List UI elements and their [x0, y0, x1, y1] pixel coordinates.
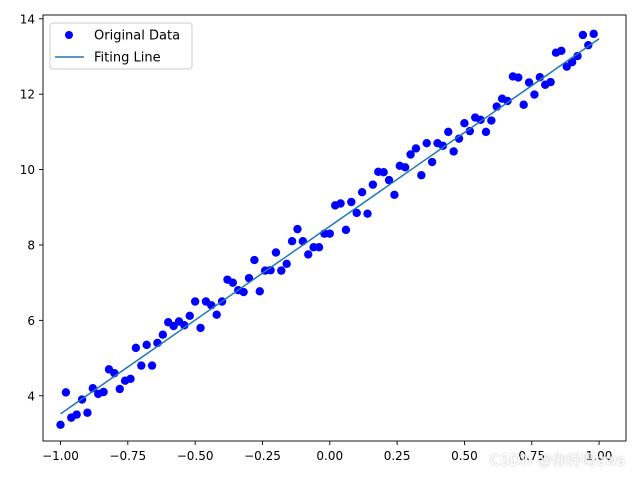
data-point	[142, 340, 151, 350]
data-point	[277, 266, 286, 275]
y-tick-label: 8	[27, 238, 35, 252]
data-point	[282, 259, 291, 269]
data-point	[567, 57, 577, 67]
data-point	[530, 90, 539, 99]
data-point	[519, 100, 528, 109]
x-tick-label: 0.50	[451, 449, 478, 463]
legend-label-original-data: Original Data	[94, 29, 180, 44]
data-point	[427, 157, 437, 167]
data-point	[379, 168, 388, 177]
data-point	[298, 236, 308, 246]
axes: −1.00 −0.75 −0.50 −0.25 0.00 0.25 0.50 0.75 1.00…	[20, 12, 627, 463]
data-point	[557, 46, 566, 56]
y-tick-label: 6	[27, 314, 35, 328]
data-point	[314, 243, 324, 252]
data-point	[481, 127, 491, 137]
data-point	[180, 321, 189, 330]
data-point	[115, 384, 124, 394]
data-point	[56, 420, 65, 429]
data-point	[83, 408, 92, 417]
data-point	[546, 77, 555, 87]
y-tick-label: 12	[20, 88, 35, 102]
data-point	[336, 199, 345, 208]
data-point	[239, 287, 248, 297]
x-tick-label: −0.25	[244, 449, 281, 463]
data-point	[131, 343, 141, 353]
data-point	[228, 278, 238, 287]
data-point	[438, 141, 448, 151]
data-point	[61, 388, 71, 397]
data-point	[390, 190, 399, 200]
data-point	[449, 147, 458, 156]
legend-label-fitting-line: Fiting Line	[94, 51, 161, 66]
y-tick-label: 14	[20, 12, 35, 26]
data-point	[589, 29, 598, 39]
data-point	[573, 51, 582, 61]
y-tick-label: 10	[20, 163, 35, 177]
data-point	[255, 287, 264, 296]
data-point	[147, 361, 157, 370]
data-point	[347, 197, 356, 207]
data-point	[422, 138, 431, 148]
axes-frame	[42, 14, 627, 442]
data-point	[368, 180, 378, 189]
data-point	[212, 310, 221, 319]
fitting-line	[60, 38, 600, 415]
legend-marker-original-data	[65, 31, 73, 39]
data-point	[514, 73, 523, 82]
data-point	[406, 150, 415, 159]
data-point	[524, 78, 534, 87]
data-point	[126, 374, 135, 383]
data-point	[454, 134, 464, 143]
data-point	[287, 236, 297, 246]
legend-frame	[49, 22, 193, 70]
x-tick-label: 0.00	[316, 449, 343, 463]
x-tick-label: −0.75	[109, 449, 146, 463]
data-point	[185, 311, 194, 321]
data-point	[325, 229, 334, 238]
x-tick-label: 0.25	[384, 449, 411, 463]
data-point	[158, 330, 168, 339]
legend: Original Data Fiting Line	[49, 22, 193, 70]
data-point	[411, 144, 421, 153]
data-point	[444, 127, 453, 137]
data-point	[190, 297, 200, 306]
data-point	[250, 255, 259, 265]
x-tick-label: 0.75	[518, 449, 545, 463]
data-point	[465, 126, 475, 136]
data-point	[293, 224, 302, 234]
data-point	[99, 387, 108, 397]
data-point	[357, 187, 367, 197]
plot-area	[56, 29, 600, 429]
y-tick-label: 4	[27, 389, 35, 403]
x-tick-label: 1.00	[586, 449, 613, 463]
x-tick-label: −0.50	[177, 449, 214, 463]
data-point	[460, 119, 469, 128]
data-point	[271, 248, 281, 257]
data-point	[578, 30, 588, 40]
data-point	[503, 96, 512, 106]
data-point	[352, 208, 361, 218]
data-point	[72, 410, 81, 419]
data-point	[384, 175, 394, 185]
data-point	[196, 323, 205, 333]
data-point	[417, 171, 426, 180]
watermark: CSDN @你好呀zws	[489, 451, 626, 469]
data-point	[487, 116, 496, 125]
x-tick-label: −1.00	[42, 449, 79, 463]
data-point	[304, 250, 313, 259]
data-point	[137, 361, 146, 370]
data-point	[341, 225, 351, 235]
data-point	[363, 209, 372, 218]
data-point	[400, 163, 410, 172]
